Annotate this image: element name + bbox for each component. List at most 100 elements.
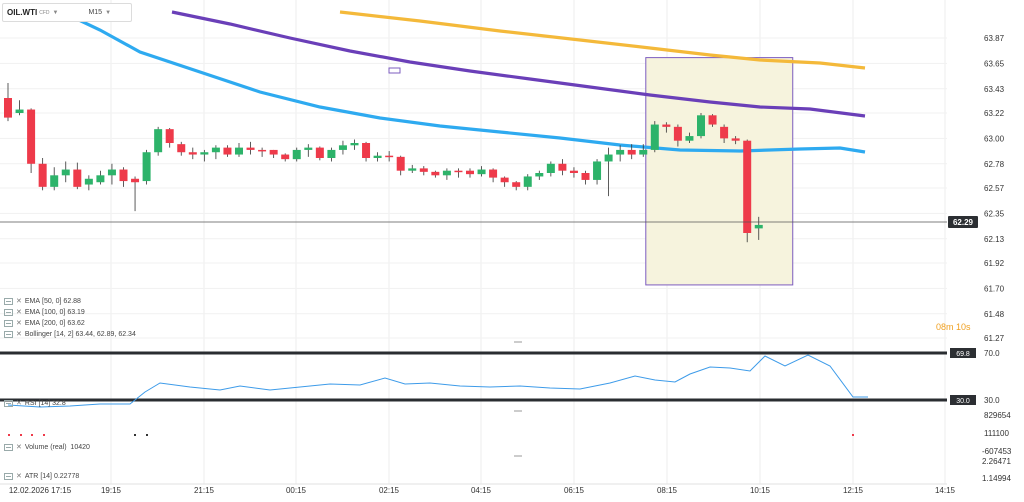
close-icon[interactable]: ✕ bbox=[16, 444, 22, 451]
chevron-down-icon[interactable]: ▼ bbox=[52, 9, 59, 16]
legend-params: (real) bbox=[50, 443, 67, 451]
candle bbox=[442, 168, 451, 180]
legend-bollinger[interactable]: ✕ Bollinger [14, 2] 63.44, 62.89, 62.34 bbox=[4, 330, 136, 338]
candle bbox=[142, 149, 151, 185]
selection-rectangle[interactable] bbox=[645, 57, 794, 286]
drawing-marker[interactable] bbox=[388, 67, 401, 74]
candle bbox=[235, 143, 243, 157]
legend-value: 32.8 bbox=[52, 399, 66, 407]
candle bbox=[292, 147, 301, 162]
candle bbox=[246, 141, 255, 155]
legend-params: [200, 0] bbox=[42, 319, 66, 327]
price-tick-label: 61.70 bbox=[984, 284, 1005, 293]
candle bbox=[84, 175, 93, 191]
close-icon[interactable]: ✕ bbox=[16, 309, 22, 316]
candle bbox=[535, 170, 544, 180]
candle bbox=[38, 158, 47, 191]
rsi-lower-tag-text: 30.0 bbox=[956, 398, 970, 405]
time-tick-label: 00:15 bbox=[286, 486, 307, 495]
time-tick-label: 08:15 bbox=[657, 486, 678, 495]
price-tick-label: 63.87 bbox=[984, 34, 1005, 43]
volume-bars bbox=[8, 434, 854, 436]
legend-ema50[interactable]: ✕ EMA [50, 0] 62.88 bbox=[4, 297, 81, 305]
candle bbox=[454, 168, 463, 178]
rsi-line bbox=[7, 354, 868, 408]
timeframe-selector[interactable]: M15 bbox=[88, 9, 103, 16]
atr-axis-bottom: 1.14994 bbox=[982, 474, 1011, 483]
legend-params: [100, 0] bbox=[42, 308, 66, 316]
legend-name: EMA bbox=[24, 308, 41, 316]
legend-rsi[interactable]: ✕ RSI [14] 32.8 bbox=[4, 399, 66, 407]
price-tick-label: 63.65 bbox=[984, 59, 1005, 68]
indicator-settings-icon[interactable] bbox=[4, 472, 13, 480]
candle bbox=[558, 159, 567, 176]
price-tick-label: 62.35 bbox=[984, 209, 1005, 218]
candle bbox=[639, 144, 648, 157]
legend-volume[interactable]: ✕ Volume (real) 10420 bbox=[4, 443, 90, 451]
legend-name: ATR bbox=[24, 472, 39, 480]
candle bbox=[223, 145, 232, 157]
close-icon[interactable]: ✕ bbox=[16, 320, 22, 327]
candle bbox=[50, 167, 59, 191]
indicator-settings-icon[interactable] bbox=[4, 319, 13, 327]
close-icon[interactable]: ✕ bbox=[16, 473, 22, 480]
close-icon[interactable]: ✕ bbox=[16, 400, 22, 407]
close-icon[interactable]: ✕ bbox=[16, 331, 22, 338]
volume-axis-bottom: 111100 bbox=[984, 429, 1009, 438]
legend-params: [14, 2] bbox=[54, 330, 74, 338]
candle bbox=[177, 141, 186, 156]
chevron-down-icon[interactable]: ▼ bbox=[105, 9, 112, 16]
atr-axis-top: -607453 bbox=[982, 447, 1012, 456]
candle bbox=[385, 151, 394, 162]
indicator-settings-icon[interactable] bbox=[4, 297, 13, 305]
legend-name: Bollinger bbox=[24, 330, 53, 338]
current-price-value: 62.29 bbox=[953, 218, 974, 227]
candle-countdown: 08m 10s bbox=[936, 322, 971, 332]
candle bbox=[569, 167, 578, 178]
legend-name: RSI bbox=[24, 399, 37, 407]
legend-name: EMA bbox=[24, 297, 41, 305]
legend-params: [14] bbox=[40, 472, 52, 480]
time-axis[interactable]: 12.02.2026 17:15 19:15 21:15 00:15 02:15 04:1… bbox=[9, 486, 956, 495]
current-price-tag: 62.29 bbox=[948, 216, 978, 228]
candle bbox=[131, 176, 140, 212]
indicator-settings-icon[interactable] bbox=[4, 308, 13, 316]
price-tick-label: 61.27 bbox=[984, 334, 1005, 343]
legend-ema200[interactable]: ✕ EMA [200, 0] 63.62 bbox=[4, 319, 85, 327]
candle bbox=[27, 108, 36, 173]
legend-value: 63.44, 62.89, 62.34 bbox=[75, 330, 136, 338]
candle bbox=[604, 147, 613, 197]
candle bbox=[662, 122, 671, 133]
candle bbox=[419, 166, 428, 176]
rsi-upper-tag-text: 69.8 bbox=[956, 351, 970, 358]
legend-value: 10420 bbox=[70, 443, 90, 451]
candle bbox=[627, 144, 636, 160]
rsi-axis-upper: 70.0 bbox=[984, 349, 1000, 358]
candle bbox=[673, 124, 682, 147]
candle bbox=[546, 161, 555, 177]
candle bbox=[362, 141, 371, 162]
symbol-selector[interactable]: OIL.WTI CFD ▼ M15 ▼ bbox=[2, 3, 132, 22]
price-tick-label: 62.57 bbox=[984, 184, 1005, 193]
price-axis[interactable]: 63.87 63.65 63.43 63.22 63.00 62.78 62.57 62.35… bbox=[984, 34, 1005, 343]
ema100-line bbox=[171, 10, 866, 118]
indicator-settings-icon[interactable] bbox=[4, 399, 13, 407]
legend-ema100[interactable]: ✕ EMA [100, 0] 63.19 bbox=[4, 308, 85, 316]
candle bbox=[96, 170, 105, 185]
ema200-line bbox=[339, 10, 866, 70]
candle bbox=[258, 147, 267, 157]
candle bbox=[200, 149, 209, 162]
time-tick-label: 14:15 bbox=[935, 486, 956, 495]
legend-name: Volume bbox=[24, 443, 49, 451]
candle bbox=[107, 163, 116, 185]
time-tick-label: 19:15 bbox=[101, 486, 122, 495]
price-tick-label: 61.48 bbox=[984, 310, 1005, 319]
candle bbox=[281, 153, 290, 162]
time-tick-label: 12.02.2026 17:15 bbox=[9, 486, 72, 495]
legend-atr[interactable]: ✕ ATR [14] 0.22778 bbox=[4, 472, 79, 480]
candle bbox=[697, 113, 705, 139]
indicator-settings-icon[interactable] bbox=[4, 443, 13, 451]
indicator-settings-icon[interactable] bbox=[4, 330, 13, 338]
close-icon[interactable]: ✕ bbox=[16, 298, 22, 305]
